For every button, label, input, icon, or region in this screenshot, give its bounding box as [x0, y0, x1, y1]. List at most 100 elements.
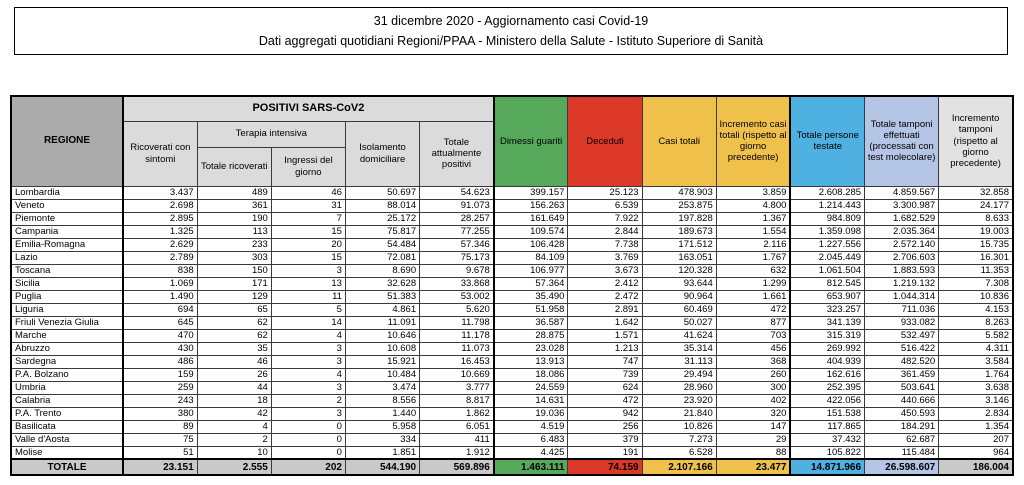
cell-value: 2.698 — [122, 198, 198, 213]
cell-value: 2.629 — [122, 237, 198, 252]
cell-value: 8.690 — [344, 263, 421, 278]
cell-value: 2.844 — [567, 224, 643, 239]
cell-value: 24.177 — [938, 198, 1014, 213]
cell-value: 6.051 — [419, 419, 495, 434]
table-row: Valle d'Aosta 75 2 0 334 411 6.483 379 7.273 29 37… — [10, 432, 1014, 447]
cell-value: 91.073 — [419, 198, 495, 213]
cell-value: 942 — [567, 406, 643, 421]
cell-value: 51.958 — [492, 302, 569, 317]
cell-value: 6.539 — [567, 198, 643, 213]
col-header-totale-tamponi: Totale tamponi effettuati (processati co… — [864, 95, 940, 187]
cell-value: 0 — [270, 419, 346, 434]
cell-value: 54.623 — [419, 185, 495, 200]
col-header-totale-persone-testate: Totale persone testate — [789, 95, 866, 187]
cell-value: 645 — [122, 315, 198, 330]
cell-value: 13.913 — [492, 354, 569, 369]
region-name: Sardegna — [10, 354, 124, 369]
cell-value: 88.014 — [344, 198, 421, 213]
cell-value: 422.056 — [789, 393, 866, 408]
cell-value: 1.767 — [715, 250, 791, 265]
cell-value: 28.960 — [641, 380, 717, 395]
cell-value: 1.044.314 — [864, 289, 940, 304]
total-cell-value: 23.477 — [715, 458, 791, 476]
cell-value: 489 — [196, 185, 272, 200]
report-title: 31 dicembre 2020 - Aggiornamento casi Co… — [373, 14, 649, 28]
cell-value: 320 — [715, 406, 791, 421]
region-name: P.A. Trento — [10, 406, 124, 421]
col-group-terapia-intensiva: Terapia intensiva — [196, 120, 346, 148]
region-name: Calabria — [10, 393, 124, 408]
col-header-ingressi-del-giorno: Ingressi del giorno — [270, 146, 346, 187]
col-header-casi-totali: Casi totali — [641, 95, 717, 187]
table-body: Lombardia 3.437 489 46 50.697 54.623 399.157 25… — [10, 185, 1014, 476]
table-row: Lombardia 3.437 489 46 50.697 54.623 399.157 25… — [10, 185, 1014, 200]
cell-value: 19.036 — [492, 406, 569, 421]
cell-value: 1.851 — [344, 445, 421, 460]
total-cell-value: 23.151 — [122, 458, 198, 476]
cell-value: 2 — [270, 393, 346, 408]
cell-value: 115.484 — [864, 445, 940, 460]
cell-value: 334 — [344, 432, 421, 447]
cell-value: 162.616 — [789, 367, 866, 382]
cell-value: 21.840 — [641, 406, 717, 421]
cell-value: 1.642 — [567, 315, 643, 330]
cell-value: 60.469 — [641, 302, 717, 317]
cell-value: 113 — [196, 224, 272, 239]
cell-value: 7.273 — [641, 432, 717, 447]
cell-value: 24.559 — [492, 380, 569, 395]
cell-value: 7.922 — [567, 211, 643, 226]
cell-value: 32.628 — [344, 276, 421, 291]
cell-value: 11.798 — [419, 315, 495, 330]
cell-value: 7.308 — [938, 276, 1014, 291]
cell-value: 53.002 — [419, 289, 495, 304]
cell-value: 532.497 — [864, 328, 940, 343]
cell-value: 402 — [715, 393, 791, 408]
cell-value: 1.061.504 — [789, 263, 866, 278]
total-cell-value: 2.555 — [196, 458, 272, 476]
col-header-ricoverati-con-sintomi: Ricoverati con sintomi — [122, 120, 198, 187]
cell-value: 28.875 — [492, 328, 569, 343]
cell-value: 256 — [567, 419, 643, 434]
cell-value: 10.826 — [641, 419, 717, 434]
table-row: Molise 51 10 0 1.851 1.912 4.425 191 6.528 88 105.… — [10, 445, 1014, 460]
cell-value: 4 — [270, 367, 346, 382]
cell-value: 2.895 — [122, 211, 198, 226]
cell-value: 19.003 — [938, 224, 1014, 239]
cell-value: 13 — [270, 276, 346, 291]
cell-value: 25.123 — [567, 185, 643, 200]
cell-value: 84.109 — [492, 250, 569, 265]
cell-value: 933.082 — [864, 315, 940, 330]
cell-value: 197.828 — [641, 211, 717, 226]
cell-value: 430 — [122, 341, 198, 356]
cell-value: 46 — [270, 185, 346, 200]
cell-value: 1.490 — [122, 289, 198, 304]
cell-value: 2.045.449 — [789, 250, 866, 265]
cell-value: 1.883.593 — [864, 263, 940, 278]
cell-value: 15 — [270, 250, 346, 265]
cell-value: 361.459 — [864, 367, 940, 382]
cell-value: 184.291 — [864, 419, 940, 434]
cell-value: 26 — [196, 367, 272, 382]
cell-value: 1.219.132 — [864, 276, 940, 291]
cell-value: 4.519 — [492, 419, 569, 434]
cell-value: 171 — [196, 276, 272, 291]
cell-value: 62.687 — [864, 432, 940, 447]
cell-value: 37.432 — [789, 432, 866, 447]
cell-value: 812.545 — [789, 276, 866, 291]
cell-value: 2.116 — [715, 237, 791, 252]
cell-value: 503.641 — [864, 380, 940, 395]
region-name: Emilia-Romagna — [10, 237, 124, 252]
cell-value: 8.817 — [419, 393, 495, 408]
cell-value: 315.319 — [789, 328, 866, 343]
cell-value: 486 — [122, 354, 198, 369]
cell-value: 11.091 — [344, 315, 421, 330]
cell-value: 15 — [270, 224, 346, 239]
cell-value: 323.257 — [789, 302, 866, 317]
cell-value: 75.173 — [419, 250, 495, 265]
table-row: P.A. Bolzano 159 26 4 10.484 10.669 18.086 739 2… — [10, 367, 1014, 382]
cell-value: 472 — [567, 393, 643, 408]
table-row: Emilia-Romagna 2.629 233 20 54.484 57.346 106.… — [10, 237, 1014, 252]
cell-value: 3 — [270, 263, 346, 278]
total-cell-value: 569.896 — [419, 458, 495, 476]
cell-value: 105.822 — [789, 445, 866, 460]
